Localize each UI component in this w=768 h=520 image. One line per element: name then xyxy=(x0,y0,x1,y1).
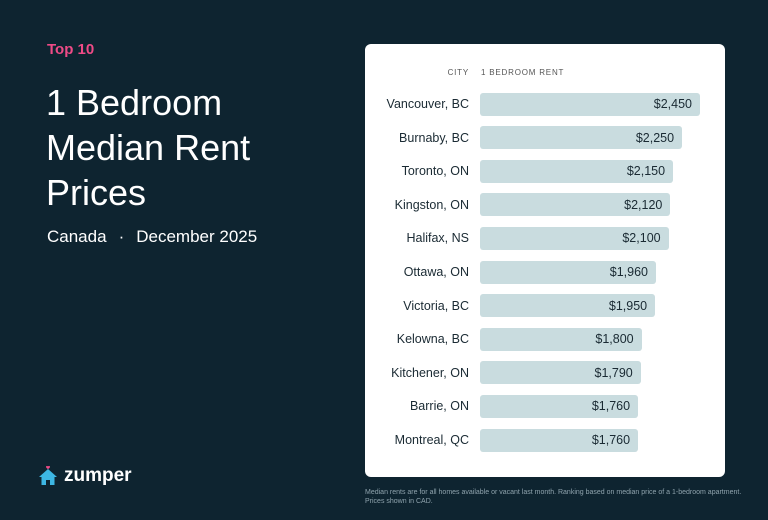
rent-bar xyxy=(480,294,656,318)
rent-bar xyxy=(480,159,674,183)
brand-name: zumper xyxy=(64,465,132,486)
city-label: Kelowna, BC xyxy=(396,332,469,347)
city-label: Kitchener, ON xyxy=(391,365,469,380)
rent-bar xyxy=(480,226,669,250)
rent-bar xyxy=(480,394,639,418)
rent-bar xyxy=(480,126,683,150)
city-header: CITY xyxy=(447,68,469,77)
city-label: Montreal, QC xyxy=(394,433,469,447)
subtitle: Canada · December 2025 xyxy=(47,227,257,247)
rent-value-label: $1,800 xyxy=(595,332,634,347)
city-label: Ottawa, ON xyxy=(403,265,469,279)
city-label: Vancouver, BC xyxy=(386,97,469,111)
city-label: Kingston, ON xyxy=(394,197,469,212)
rent-value-label: $1,790 xyxy=(594,365,633,380)
title-line: Prices xyxy=(46,172,147,213)
separator: · xyxy=(118,227,125,246)
house-icon xyxy=(39,466,57,485)
page-title: 1 Bedroom Median Rent Prices xyxy=(46,80,250,215)
title-line: Median Rent xyxy=(46,127,251,168)
city-label: Toronto, ON xyxy=(401,164,469,179)
rent-header: 1 BEDROOM RENT xyxy=(481,68,565,77)
rent-bar xyxy=(480,361,641,385)
city-label: Halifax, NS xyxy=(406,231,469,246)
footnote: Median rents are for all homes available… xyxy=(365,489,742,505)
zumper-logo: zumper xyxy=(38,465,132,487)
top-10-label: Top 10 xyxy=(47,41,95,58)
rent-value-label: $2,250 xyxy=(635,130,675,145)
rent-value-label: $2,100 xyxy=(622,231,661,246)
rent-bar xyxy=(480,260,656,284)
rent-value-label: $2,450 xyxy=(653,97,693,111)
rent-bar xyxy=(480,92,700,116)
rent-value-label: $2,150 xyxy=(626,164,666,179)
rent-value-label: $2,120 xyxy=(624,197,663,212)
rent-value-label: $1,950 xyxy=(608,298,648,313)
rent-value-label: $1,960 xyxy=(609,265,649,279)
rent-bar xyxy=(480,193,671,217)
city-label: Barrie, ON xyxy=(409,399,469,414)
rent-bar xyxy=(480,327,642,351)
region: Canada xyxy=(47,227,107,246)
title-line: 1 Bedroom xyxy=(46,82,223,123)
city-label: Victoria, BC xyxy=(403,298,469,313)
city-label: Burnaby, BC xyxy=(399,130,469,145)
chart-card: CITY 1 BEDROOM RENT Vancouver, BC $2,450 B… xyxy=(365,44,725,477)
rent-value-label: $1,760 xyxy=(591,433,631,447)
rent-value-label: $1,760 xyxy=(591,399,631,414)
rent-bar xyxy=(480,428,639,452)
date: December 2025 xyxy=(136,227,258,246)
